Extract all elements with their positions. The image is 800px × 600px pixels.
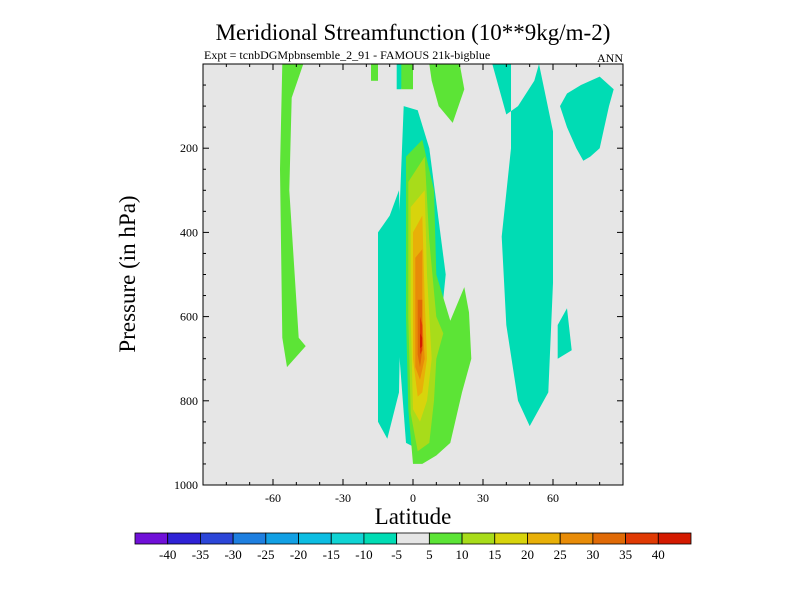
y-tick-label: 400 xyxy=(180,225,198,239)
colorbar-label: -25 xyxy=(257,547,274,562)
colorbar-label: -20 xyxy=(290,547,307,562)
contour-region-5 xyxy=(378,190,402,439)
colorbar-swatch xyxy=(527,532,561,545)
colorbar-swatch xyxy=(494,532,528,545)
colorbar-label: -30 xyxy=(224,547,241,562)
colorbar-label: -15 xyxy=(323,547,340,562)
colorbar-label: 25 xyxy=(554,547,567,562)
colorbar-label: 40 xyxy=(652,547,665,562)
colorbar-swatch xyxy=(592,532,626,545)
contour-region-4 xyxy=(429,64,465,123)
contour-region-7 xyxy=(492,64,553,427)
y-tick-label: 800 xyxy=(180,394,198,408)
colorbar-swatch xyxy=(428,532,463,545)
colorbar-swatch xyxy=(657,532,692,545)
colorbar xyxy=(134,532,692,545)
colorbar-label: 10 xyxy=(456,547,469,562)
colorbar-swatch xyxy=(559,532,594,545)
colorbar-swatch xyxy=(461,532,496,545)
contour-region-1 xyxy=(371,64,378,81)
colorbar-swatch xyxy=(265,532,299,545)
colorbar-swatch xyxy=(625,532,659,545)
x-tick-label: 30 xyxy=(477,491,489,505)
contour-region-3 xyxy=(401,64,413,90)
y-tick-label: 1000 xyxy=(174,478,198,492)
x-tick-label: 60 xyxy=(547,491,559,505)
colorbar-label: 5 xyxy=(426,547,433,562)
contour-region-17 xyxy=(420,333,423,349)
colorbar-swatch xyxy=(167,532,201,545)
axis-ticks xyxy=(203,64,623,485)
colorbar-label: 20 xyxy=(521,547,534,562)
colorbar-swatch xyxy=(330,532,365,545)
colorbar-labels: -40 -35 -30 -25 -20 -15 -10 -5 5 10 15 20 25 30 35 40 xyxy=(159,547,665,562)
colorbar-label: 35 xyxy=(619,547,632,562)
colorbar-swatch xyxy=(134,532,169,545)
chart-subtitle-right: ANN xyxy=(597,51,623,65)
colorbar-swatch xyxy=(363,532,398,545)
y-tick-label: 600 xyxy=(180,310,198,324)
tick-labels: -60 -30 0 30 60 200 400 600 800 1000 xyxy=(174,141,559,505)
colorbar-label: 30 xyxy=(586,547,599,562)
colorbar-swatch xyxy=(232,532,267,545)
colorbar-label: 15 xyxy=(488,547,501,562)
colorbar-label: -40 xyxy=(159,547,176,562)
colorbar-label: -5 xyxy=(391,547,402,562)
x-axis-label: Latitude xyxy=(375,504,452,529)
plot-area: -60 -30 0 30 60 200 400 600 800 1000 xyxy=(174,63,624,505)
x-tick-label: 0 xyxy=(410,491,416,505)
colorbar-label: -10 xyxy=(355,547,372,562)
colorbar-swatch xyxy=(396,532,430,545)
colorbar-label: -35 xyxy=(192,547,209,562)
contour-region-0 xyxy=(280,64,306,368)
y-tick-label: 200 xyxy=(180,141,198,155)
x-tick-label: -60 xyxy=(265,491,281,505)
x-tick-label: -30 xyxy=(335,491,351,505)
contour-fills xyxy=(280,64,614,464)
contour-region-8 xyxy=(560,76,614,161)
colorbar-swatch xyxy=(298,532,332,545)
colorbar-swatch xyxy=(200,532,234,545)
chart-subtitle-left: Expt = tcnbDGMpbnsemble_2_91 - FAMOUS 21… xyxy=(204,48,490,62)
contour-region-9 xyxy=(557,308,572,359)
chart-title: Meridional Streamfunction (10**9kg/m-2) xyxy=(216,20,611,45)
y-axis-label: Pressure (in hPa) xyxy=(115,195,140,352)
